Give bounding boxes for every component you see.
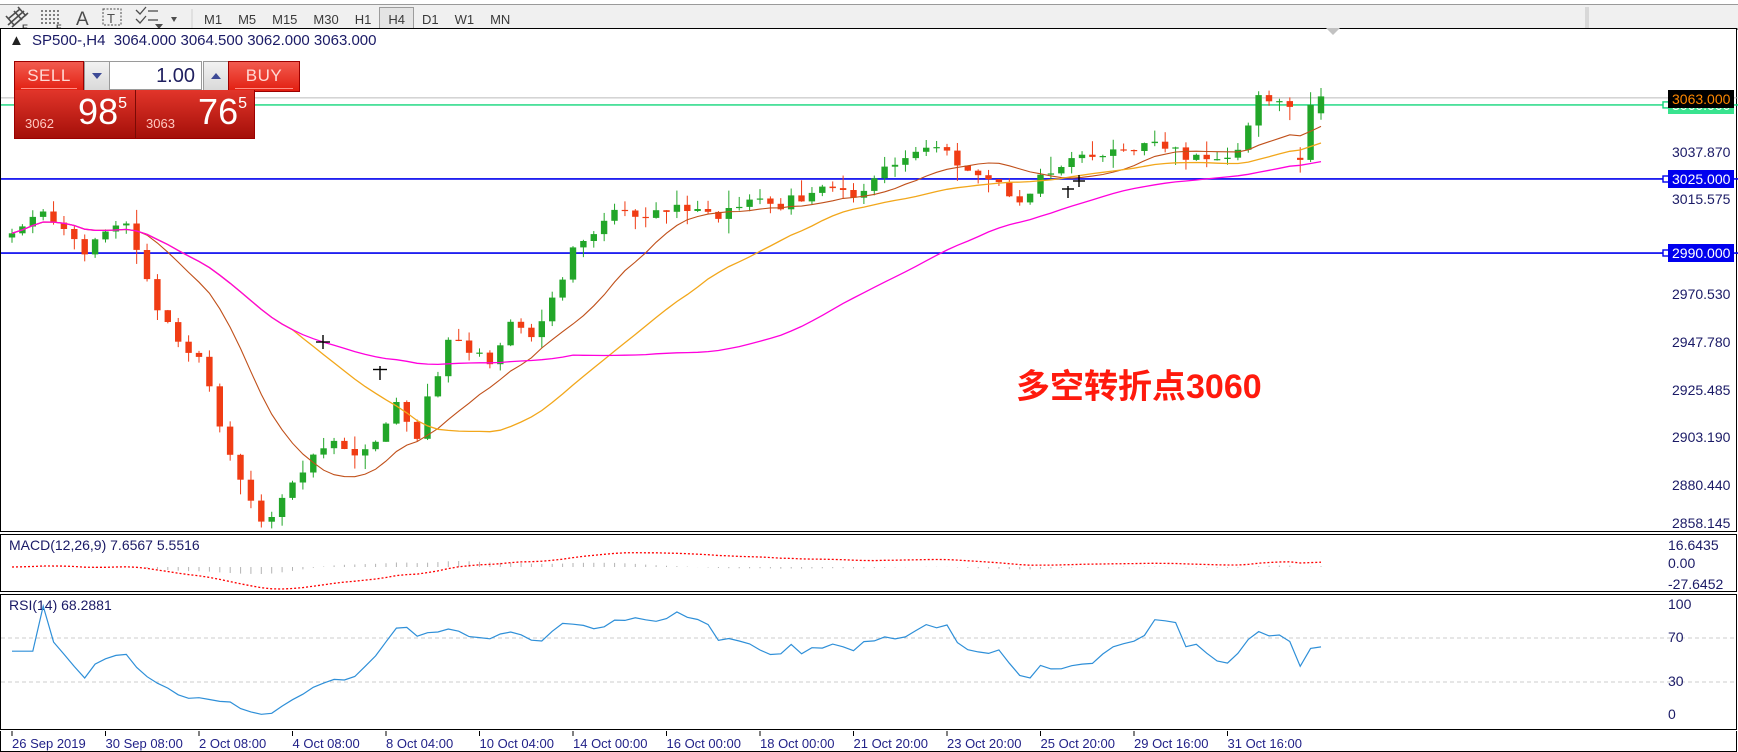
svg-text:21 Oct 20:00: 21 Oct 20:00 [854, 736, 928, 751]
svg-text:31 Oct 16:00: 31 Oct 16:00 [1228, 736, 1302, 751]
svg-text:18 Oct 00:00: 18 Oct 00:00 [760, 736, 834, 751]
svg-text:2 Oct 08:00: 2 Oct 08:00 [199, 736, 266, 751]
svg-text:10 Oct 04:00: 10 Oct 04:00 [480, 736, 554, 751]
svg-text:14 Oct 00:00: 14 Oct 00:00 [573, 736, 647, 751]
svg-text:30 Sep 08:00: 30 Sep 08:00 [106, 736, 183, 751]
svg-text:4 Oct 08:00: 4 Oct 08:00 [293, 736, 360, 751]
svg-text:A: A [76, 9, 89, 30]
svg-text:29 Oct 16:00: 29 Oct 16:00 [1134, 736, 1208, 751]
svg-text:T: T [107, 11, 115, 26]
svg-text:26 Sep 2019: 26 Sep 2019 [12, 736, 86, 751]
svg-text:23 Oct 20:00: 23 Oct 20:00 [947, 736, 1021, 751]
svg-text:25 Oct 20:00: 25 Oct 20:00 [1041, 736, 1115, 751]
svg-text:8 Oct 04:00: 8 Oct 04:00 [386, 736, 453, 751]
svg-text:16 Oct 00:00: 16 Oct 00:00 [667, 736, 741, 751]
